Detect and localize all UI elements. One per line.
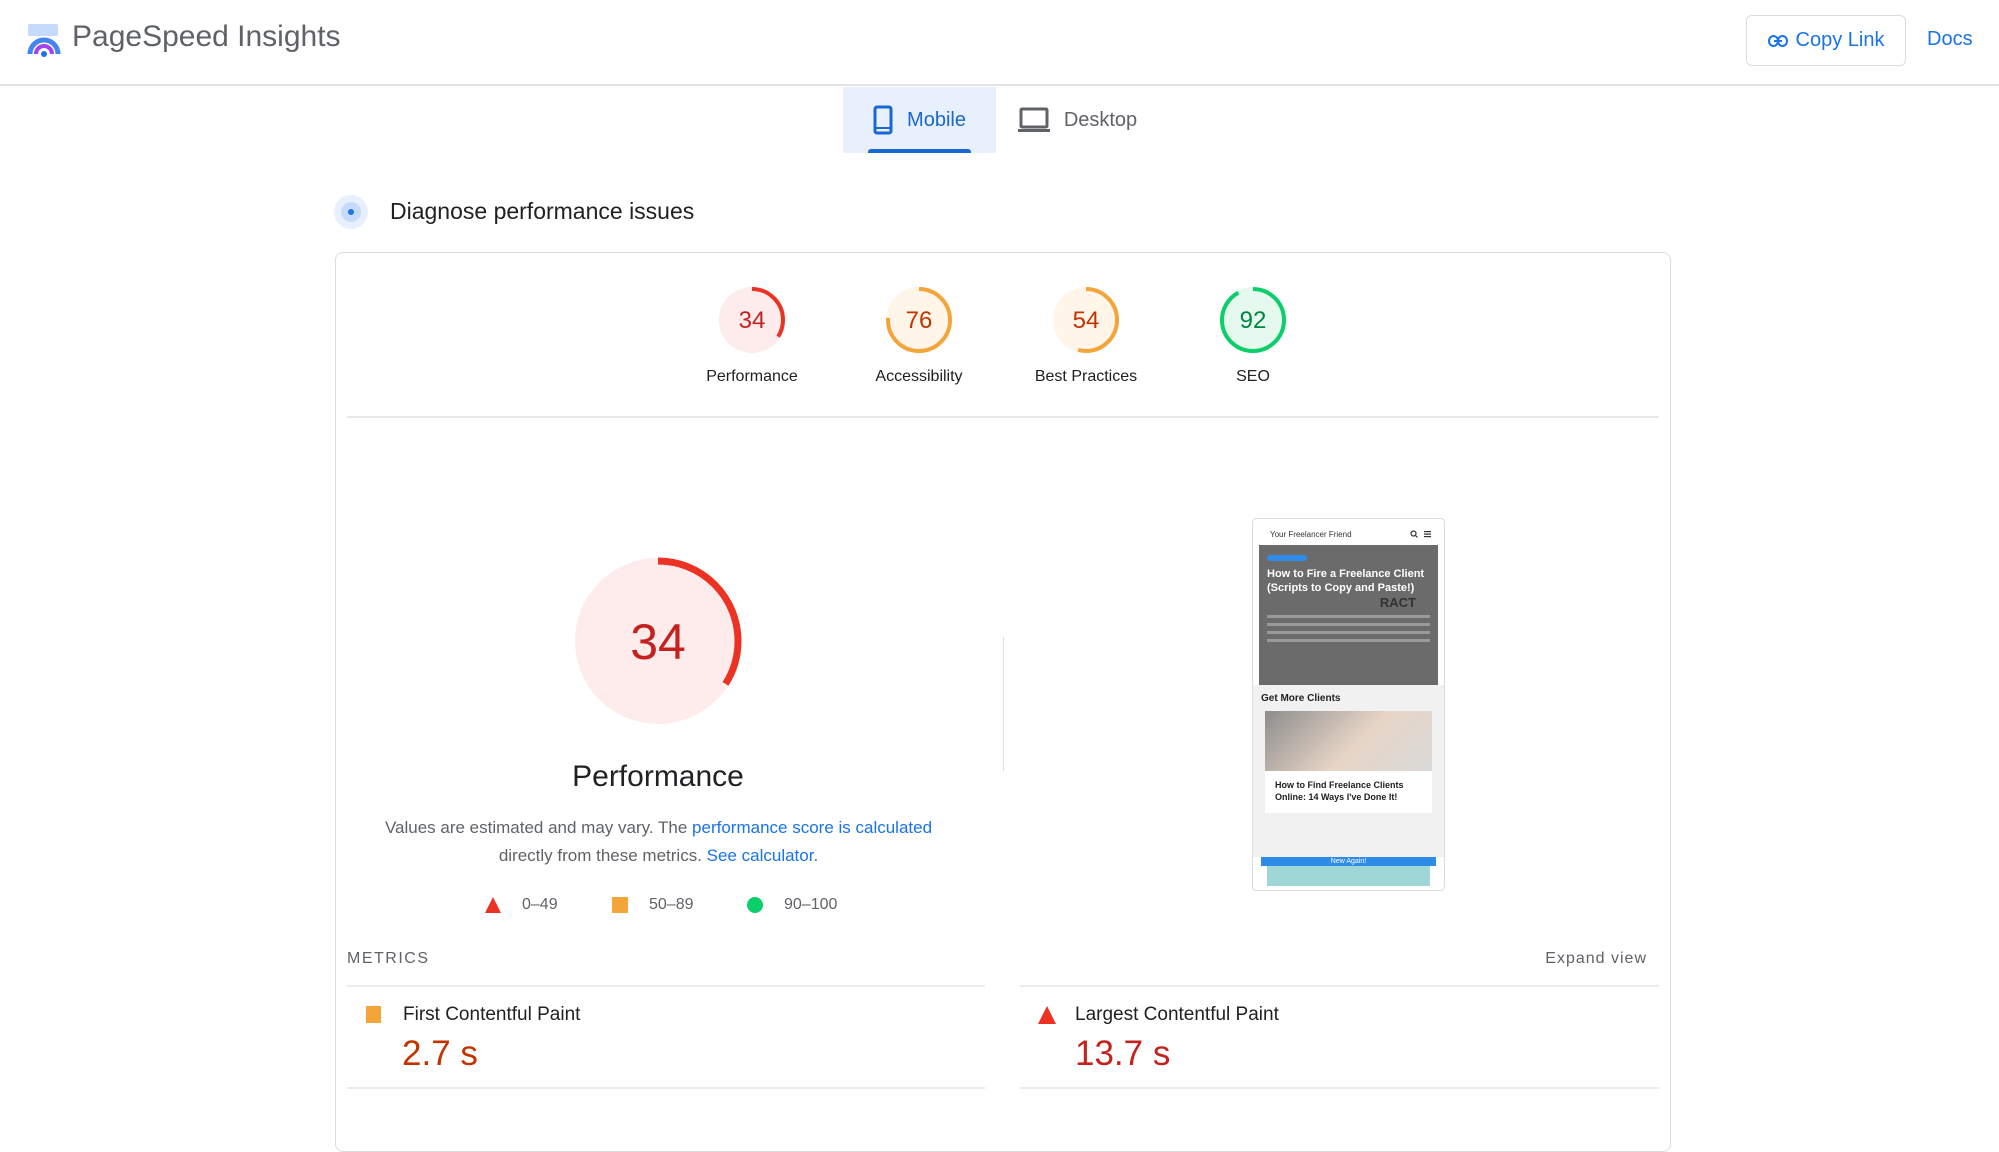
thumb-post-title: How to Find Freelance Clients Online: 14… [1265,771,1432,813]
score-arc [719,287,785,353]
orange-square-icon [612,897,628,913]
score-gauge-best-practices[interactable]: 54 Best Practices [1016,284,1156,386]
thumb-search-menu-icon [1410,530,1431,538]
desc-text: Values are estimated and may vary. The [384,818,693,837]
performance-main-score: 34 [630,614,686,670]
score-ring: 34 [719,287,785,353]
thumb-section: Get More Clients [1261,693,1341,704]
red-triangle-icon [485,897,501,913]
lcp-label: Largest Contentful Paint [1075,1004,1279,1025]
score-ring: 54 [1053,287,1119,353]
red-triangle-icon [1038,1006,1056,1024]
lcp-value: 13.7 s [1075,1034,1171,1073]
legend-average: 50–89 [611,896,694,914]
tab-mobile-label: Mobile [907,108,966,131]
legend-pass-label: 90–100 [784,896,838,913]
legend-fail-label: 0–49 [522,896,558,913]
expand-view-button[interactable]: Expand view [1545,950,1647,967]
score-label: Best Practices [1034,368,1138,385]
score-label: Performance [706,368,798,385]
divider [347,416,1659,418]
green-circle-icon [747,897,763,913]
section-title: Diagnose performance issues [390,198,695,224]
score-value: 92 [1240,307,1267,334]
desc-text-2: directly from these metrics. [498,846,707,865]
copy-link-button[interactable]: Copy Link [1746,15,1906,66]
score-value: 54 [1073,307,1100,334]
top-bar [0,0,1999,86]
thumb-site-name: Your Freelancer Friend [1270,529,1352,539]
score-gauge-performance[interactable]: 34 Performance [682,284,822,386]
score-calculated-link[interactable]: performance score is calculated [692,818,933,837]
tab-mobile[interactable]: Mobile [843,87,996,153]
score-ring: 76 [886,287,952,353]
laptop-icon [1017,107,1050,132]
fcp-label: First Contentful Paint [403,1004,581,1025]
score-arc [1220,287,1286,353]
diagnose-icon [334,195,368,229]
pagespeed-logo-icon [27,24,61,57]
score-gauge-accessibility[interactable]: 76 Accessibility [849,284,989,386]
score-ring: 92 [1220,287,1286,353]
metrics-heading: METRICS [347,950,430,967]
score-value: 76 [906,307,933,334]
divider [347,985,985,987]
divider [347,1087,985,1089]
thumb-hero-title: How to Fire a Freelance Client (Scripts … [1267,568,1425,594]
score-gauge-seo[interactable]: 92 SEO [1183,284,1323,386]
legend-fail: 0–49 [484,896,558,914]
performance-main-gauge: 34 [574,557,742,725]
score-label: Accessibility [875,368,963,385]
thumb-banner: New Again! [1261,857,1436,866]
docs-link[interactable]: Docs [1927,28,1973,50]
score-arc [886,287,952,353]
score-value: 34 [739,307,766,334]
tab-desktop[interactable]: Desktop [1007,87,1148,153]
vertical-divider [1003,637,1004,771]
tab-desktop-label: Desktop [1063,108,1138,131]
orange-square-icon [366,1006,381,1023]
performance-title: Performance [572,760,744,793]
link-icon [1767,34,1788,47]
app-title[interactable]: PageSpeed Insights [72,20,341,53]
final-screenshot: Your Freelancer Friend How to Fire a Fre… [1252,518,1445,891]
thumb-hero-watermark: RACT [1379,595,1416,610]
see-calculator-link[interactable]: See calculator. [706,846,819,865]
performance-main-arc [574,557,742,725]
legend-pass: 90–100 [746,896,837,914]
score-label: SEO [1236,368,1270,385]
mobile-phone-icon [873,105,893,135]
score-description: Values are estimated and may vary. The p… [320,814,997,870]
divider [1020,985,1659,987]
score-arc [1053,287,1119,353]
copy-link-label: Copy Link [1795,29,1885,51]
fcp-value: 2.7 s [402,1034,478,1073]
divider [1020,1087,1659,1089]
legend-average-label: 50–89 [649,896,694,913]
